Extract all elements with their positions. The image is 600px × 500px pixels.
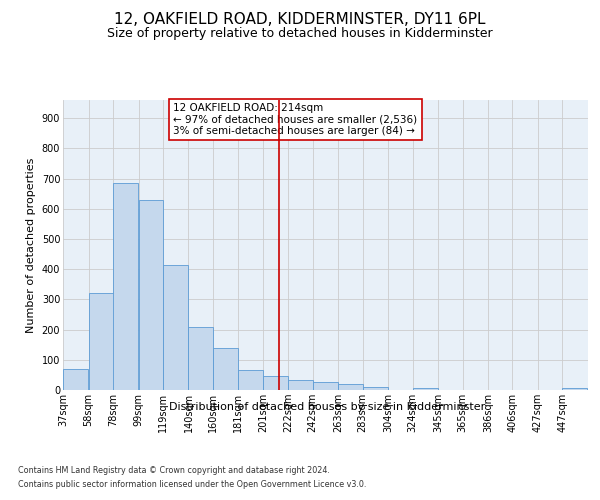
Bar xyxy=(362,386,388,390)
Bar xyxy=(313,382,338,390)
Bar xyxy=(263,376,288,390)
Text: 12, OAKFIELD ROAD, KIDDERMINSTER, DY11 6PL: 12, OAKFIELD ROAD, KIDDERMINSTER, DY11 6… xyxy=(114,12,486,28)
Bar xyxy=(188,328,214,390)
Bar xyxy=(139,200,163,390)
Bar xyxy=(413,388,437,390)
Text: Distribution of detached houses by size in Kidderminster: Distribution of detached houses by size … xyxy=(169,402,485,412)
Y-axis label: Number of detached properties: Number of detached properties xyxy=(26,158,36,332)
Text: Size of property relative to detached houses in Kidderminster: Size of property relative to detached ho… xyxy=(107,28,493,40)
Bar xyxy=(89,294,113,390)
Bar xyxy=(338,384,363,390)
Bar xyxy=(562,388,587,390)
Text: 12 OAKFIELD ROAD: 214sqm
← 97% of detached houses are smaller (2,536)
3% of semi: 12 OAKFIELD ROAD: 214sqm ← 97% of detach… xyxy=(173,103,418,136)
Bar xyxy=(238,370,263,390)
Bar xyxy=(63,369,88,390)
Bar xyxy=(213,348,238,390)
Bar xyxy=(289,380,313,390)
Bar xyxy=(163,265,188,390)
Bar xyxy=(113,183,138,390)
Text: Contains public sector information licensed under the Open Government Licence v3: Contains public sector information licen… xyxy=(18,480,367,489)
Text: Contains HM Land Registry data © Crown copyright and database right 2024.: Contains HM Land Registry data © Crown c… xyxy=(18,466,330,475)
